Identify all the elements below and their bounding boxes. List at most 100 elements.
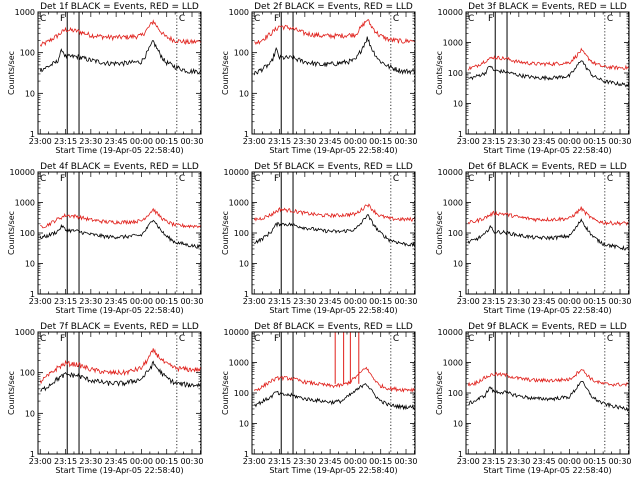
series-events-line bbox=[468, 60, 629, 88]
interval-label-c: C bbox=[607, 334, 613, 344]
panel-4: Det 4f BLACK = Events, RED = LLD F C C 1 10 10… bbox=[7, 162, 204, 315]
interval-label-f: F bbox=[274, 174, 279, 184]
x-axis-label: Start Time (19-Apr-05 22:58:40) bbox=[483, 146, 611, 155]
panel-1: Det 1f BLACK = Events, RED = LLD F C C 1 10 10… bbox=[7, 2, 204, 155]
y-tick-label: 100 bbox=[234, 389, 249, 398]
x-tick-label: 23:00 bbox=[457, 457, 480, 466]
plot-frame bbox=[251, 11, 416, 135]
x-tick-label: 00:30 bbox=[608, 137, 631, 146]
x-tick-label: 00:30 bbox=[180, 137, 203, 146]
panel-title: Det 7f BLACK = Events, RED = LLD bbox=[40, 322, 199, 332]
panel-5: Det 5f BLACK = Events, RED = LLD F C C 1 10 10… bbox=[221, 162, 418, 315]
interval-label-c-left: C bbox=[254, 14, 260, 24]
x-tick-label: 23:45 bbox=[105, 457, 128, 466]
y-tick-label: 100 bbox=[448, 229, 463, 238]
x-tick-label: 00:00 bbox=[558, 457, 581, 466]
interval-label-c-left: C bbox=[468, 174, 474, 184]
x-tick-label: 00:15 bbox=[155, 137, 178, 146]
panel-2: Det 2f BLACK = Events, RED = LLD F C C 1 10 10… bbox=[221, 2, 418, 155]
y-tick-label: 1000 bbox=[229, 359, 249, 368]
y-tick-label: 10 bbox=[453, 420, 463, 429]
y-axis-label: Counts/sec bbox=[221, 211, 230, 255]
x-tick-label: 00:00 bbox=[130, 297, 153, 306]
y-tick-label: 10000 bbox=[224, 168, 249, 177]
x-tick-label: 23:15 bbox=[54, 137, 77, 146]
x-tick-label: 23:45 bbox=[533, 137, 556, 146]
panel-3: Det 3f BLACK = Events, RED = LLD F C C 1 10 10… bbox=[435, 2, 632, 155]
x-tick-label: 00:30 bbox=[180, 457, 203, 466]
series-lld-line bbox=[467, 47, 629, 71]
panel-title: Det 2f BLACK = Events, RED = LLD bbox=[254, 2, 413, 12]
x-tick-label: 23:45 bbox=[533, 457, 556, 466]
interval-label-f: F bbox=[488, 334, 493, 344]
x-tick-label: 23:00 bbox=[457, 297, 480, 306]
y-tick-label: 1 bbox=[244, 290, 249, 299]
y-tick-label: 10000 bbox=[438, 328, 463, 337]
interval-label-c: C bbox=[179, 334, 185, 344]
x-tick-label: 00:00 bbox=[344, 297, 367, 306]
x-tick-label: 00:15 bbox=[369, 137, 392, 146]
y-tick-label: 100 bbox=[448, 389, 463, 398]
x-axis-label: Start Time (19-Apr-05 22:58:40) bbox=[269, 146, 397, 155]
x-tick-label: 00:00 bbox=[558, 137, 581, 146]
x-tick-label: 00:15 bbox=[369, 297, 392, 306]
x-tick-label: 23:00 bbox=[29, 297, 52, 306]
y-axis-label: Counts/sec bbox=[7, 51, 16, 95]
series-lld-line bbox=[254, 18, 415, 45]
interval-label-c: C bbox=[179, 14, 185, 24]
x-axis-label: Start Time (19-Apr-05 22:58:40) bbox=[269, 306, 397, 315]
x-tick-label: 00:15 bbox=[583, 457, 606, 466]
y-axis-label: Counts/sec bbox=[7, 371, 16, 415]
interval-label-c-left: C bbox=[40, 334, 46, 344]
y-tick-label: 10 bbox=[25, 260, 35, 269]
x-axis-label: Start Time (19-Apr-05 22:58:40) bbox=[55, 146, 183, 155]
x-axis-label: Start Time (19-Apr-05 22:58:40) bbox=[269, 466, 397, 475]
x-tick-label: 23:30 bbox=[293, 137, 316, 146]
x-tick-label: 00:00 bbox=[558, 297, 581, 306]
y-tick-label: 1000 bbox=[15, 199, 35, 208]
x-tick-label: 23:00 bbox=[29, 137, 52, 146]
x-tick-label: 23:45 bbox=[105, 297, 128, 306]
y-tick-label: 1 bbox=[30, 290, 35, 299]
interval-label-f: F bbox=[60, 174, 65, 184]
interval-label-c-left: C bbox=[40, 14, 46, 24]
y-tick-label: 100 bbox=[448, 69, 463, 78]
series-events-line bbox=[39, 219, 201, 250]
series-events-line bbox=[253, 36, 415, 76]
x-tick-label: 23:15 bbox=[268, 457, 291, 466]
x-tick-label: 23:45 bbox=[319, 297, 342, 306]
y-tick-label: 1 bbox=[244, 450, 249, 459]
x-tick-label: 23:30 bbox=[79, 137, 102, 146]
y-tick-label: 10 bbox=[239, 420, 249, 429]
y-tick-label: 10 bbox=[453, 260, 463, 269]
x-tick-label: 23:45 bbox=[319, 137, 342, 146]
y-tick-label: 1000 bbox=[15, 328, 35, 337]
interval-label-f: F bbox=[60, 14, 65, 24]
panel-title: Det 1f BLACK = Events, RED = LLD bbox=[40, 2, 199, 12]
x-tick-label: 23:00 bbox=[243, 457, 266, 466]
series-events-line bbox=[39, 40, 201, 75]
x-axis-label: Start Time (19-Apr-05 22:58:40) bbox=[483, 306, 611, 315]
y-tick-label: 100 bbox=[234, 229, 249, 238]
y-tick-label: 10 bbox=[453, 100, 463, 109]
y-tick-label: 1 bbox=[30, 130, 35, 139]
panel-title: Det 8f BLACK = Events, RED = LLD bbox=[254, 322, 413, 332]
series-events-line bbox=[468, 381, 629, 412]
x-tick-label: 00:30 bbox=[394, 137, 417, 146]
series-events-line bbox=[467, 218, 629, 251]
series-events-line bbox=[254, 214, 415, 248]
y-tick-label: 1000 bbox=[443, 359, 463, 368]
interval-label-c-left: C bbox=[40, 174, 46, 184]
x-tick-label: 00:00 bbox=[130, 457, 153, 466]
panel-title: Det 9f BLACK = Events, RED = LLD bbox=[468, 322, 627, 332]
y-axis-label: Counts/sec bbox=[435, 371, 444, 415]
x-tick-label: 23:30 bbox=[79, 457, 102, 466]
series-lld-line bbox=[253, 203, 415, 223]
x-axis-label: Start Time (19-Apr-05 22:58:40) bbox=[55, 306, 183, 315]
interval-label-f: F bbox=[274, 14, 279, 24]
x-tick-label: 23:30 bbox=[79, 297, 102, 306]
y-tick-label: 10 bbox=[25, 409, 35, 418]
y-tick-label: 1000 bbox=[15, 8, 35, 17]
interval-label-c: C bbox=[607, 14, 613, 24]
x-axis-label: Start Time (19-Apr-05 22:58:40) bbox=[483, 466, 611, 475]
